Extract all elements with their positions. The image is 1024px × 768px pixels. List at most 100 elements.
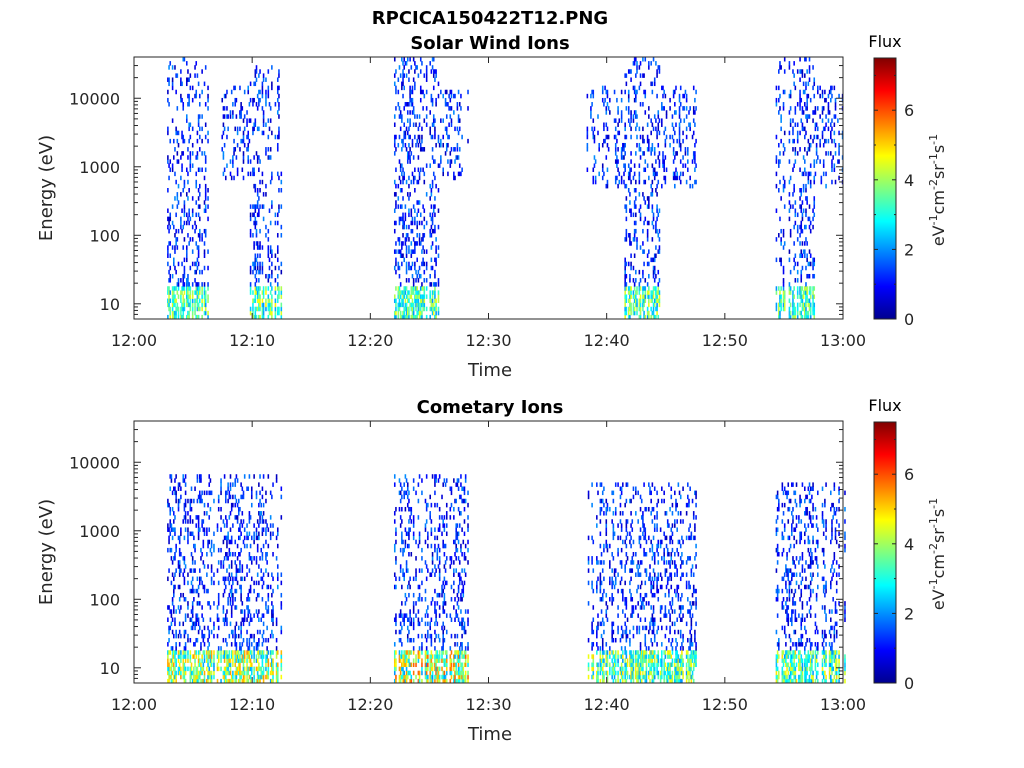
flux-cell [825,183,827,189]
flux-cell [434,204,436,209]
flux-cell [197,519,200,524]
flux-cell [248,511,251,516]
flux-cell [234,482,237,487]
flux-cell [778,110,780,115]
flux-cell [629,233,631,238]
flux-cell [280,204,283,209]
flux-cell [185,253,188,258]
flux-cell [175,646,177,651]
flux-cell [395,257,397,263]
flux-cell [410,506,413,512]
flux-cell [458,670,461,676]
flux-cell [175,543,177,549]
flux-cell [406,192,409,197]
flux-cell [173,298,175,304]
flux-cell [453,171,455,177]
flux-cell [203,502,206,508]
flux-cell [616,138,618,144]
flux-cell [232,674,234,680]
flux-cell [429,674,431,680]
flux-cell [804,147,806,152]
flux-cell [427,629,429,635]
flux-cell [661,122,663,127]
flux-cell [648,138,650,144]
flux-cell [630,114,632,119]
flux-cell [188,212,190,218]
flux-cell [813,294,816,299]
flux-cell [430,572,433,577]
flux-cell [618,130,621,136]
flux-cell [173,588,175,594]
flux-cell [800,269,803,275]
flux-cell [639,286,642,291]
flux-cell [457,674,460,680]
flux-cell [401,314,403,320]
flux-cell [402,77,404,82]
flux-cell [184,646,187,651]
flux-cell [651,142,654,148]
flux-cell [812,265,814,271]
flux-cell [269,306,272,312]
flux-cell [789,228,792,234]
flux-cell [204,310,207,316]
flux-cell [424,662,427,668]
flux-cell [194,486,196,491]
flux-cell [272,621,274,627]
flux-cell [261,531,264,537]
flux-cell [630,208,632,213]
flux-cell [206,531,208,537]
flux-cell [416,314,418,320]
flux-cell [395,539,397,545]
flux-cell [194,650,196,655]
flux-cell [229,171,232,177]
flux-cell [193,498,195,504]
flux-cell [271,130,273,136]
flux-cell [815,142,818,148]
flux-cell [434,490,436,496]
flux-cell [230,506,233,512]
flux-cell [243,654,246,659]
flux-cell [591,89,593,95]
flux-cell [831,118,833,123]
flux-cell [629,175,631,181]
flux-cell [457,666,460,672]
flux-cell [405,670,408,676]
flux-cell [650,61,652,66]
flux-cell [197,261,200,267]
flux-cell [399,666,402,672]
flux-cell [399,126,402,132]
flux-cell [253,678,255,684]
flux-cell [437,298,440,304]
flux-cell [217,597,220,602]
flux-cell [239,678,241,684]
flux-cell [259,253,261,258]
flux-cell [416,224,418,230]
flux-cell [429,212,431,218]
flux-cell [190,506,193,512]
flux-cell [266,646,268,651]
flux-cell [265,290,267,295]
flux-cell [838,175,840,181]
flux-cell [783,179,786,185]
flux-cell [416,290,418,295]
flux-cell [207,204,209,209]
flux-cell [435,478,437,483]
flux-cell [173,605,175,610]
flux-cell [415,298,417,304]
flux-cell [265,89,267,95]
flux-cell [188,93,190,99]
flux-cell [617,167,619,173]
flux-cell [168,175,170,181]
flux-cell [436,552,439,557]
flux-cell [833,114,836,119]
flux-cell [184,490,187,496]
flux-cell [406,617,409,622]
flux-cell [224,535,227,541]
flux-cell [779,314,781,320]
flux-cell [605,134,608,140]
flux-cell [444,650,447,655]
flux-cell [603,138,605,144]
flux-cell [173,666,175,672]
flux-cell [814,122,817,127]
flux-cell [276,220,279,226]
